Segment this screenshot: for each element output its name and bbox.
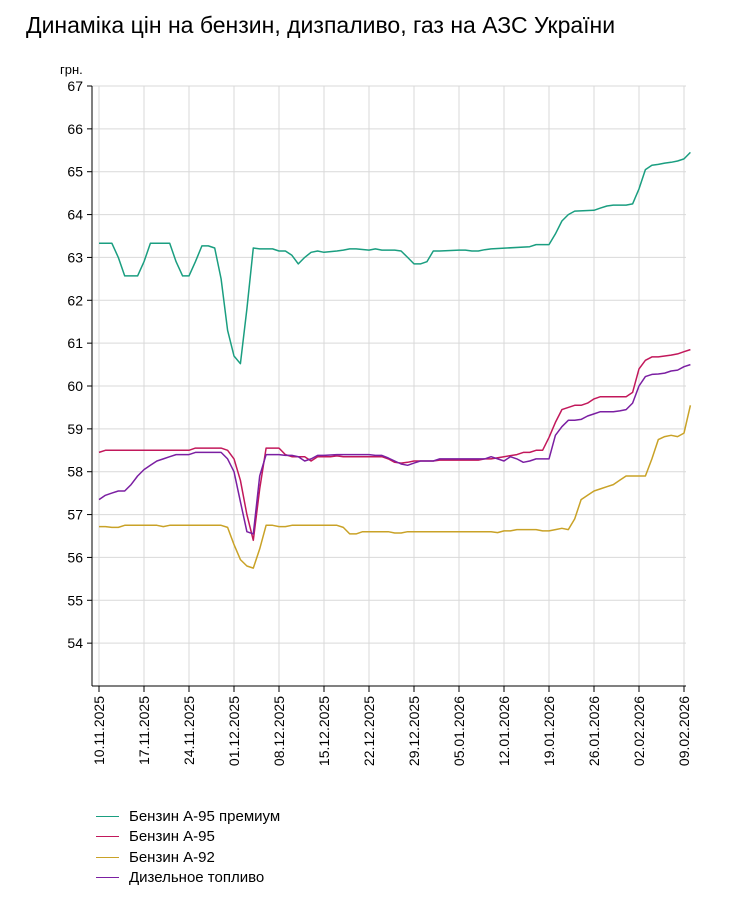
legend-swatch <box>96 856 119 858</box>
y-tick-label: 55 <box>67 592 83 608</box>
legend-label: Бензин А-95 <box>129 828 215 846</box>
legend-label: Дизельное топливо <box>129 869 265 887</box>
y-tick-label: 62 <box>67 292 83 308</box>
y-axis-label: грн. <box>60 62 83 77</box>
y-tick-label: 54 <box>67 635 83 651</box>
x-tick-label: 29.12.2025 <box>406 696 422 766</box>
y-tick-label: 57 <box>67 507 83 523</box>
series-line-2 <box>98 348 691 542</box>
axes: 54 55 56 57 58 59 60 61 62 63 64 65 66 67 10.11.2025 17… <box>67 78 692 766</box>
legend-label: Бензин А-95 премиум <box>129 807 281 825</box>
y-tick-label: 67 <box>67 78 83 94</box>
legend: Бензин А-95 премиум Бензин А-95 Бензин А-9… <box>96 806 280 888</box>
series-line-4 <box>98 363 691 535</box>
grid <box>92 85 686 686</box>
legend-swatch <box>96 815 119 817</box>
y-tick-label: 58 <box>67 464 83 480</box>
y-tick-label: 65 <box>67 164 83 180</box>
x-tick-label: 22.12.2025 <box>361 696 377 766</box>
y-tick-label: 59 <box>67 421 83 437</box>
y-tick-label: 60 <box>67 378 83 394</box>
x-tick-label: 05.01.2026 <box>451 696 467 766</box>
x-tick-label: 01.12.2025 <box>226 696 242 766</box>
y-tick-label: 64 <box>67 207 83 223</box>
legend-item: Бензин А-95 премиум <box>96 806 280 827</box>
y-tick-label: 63 <box>67 249 83 265</box>
x-tick-label: 02.02.2026 <box>631 696 647 766</box>
legend-item: Дизельное топливо <box>96 868 280 889</box>
series-line-1 <box>99 151 691 365</box>
y-tick-label: 56 <box>67 549 83 565</box>
chart-title: Динаміка цін на бензин, дизпаливо, газ н… <box>26 12 616 38</box>
x-tick-label: 10.11.2025 <box>91 696 107 765</box>
legend-item: Бензин А-92 <box>96 847 280 868</box>
x-tick-label: 26.01.2026 <box>586 696 602 766</box>
y-tick-label: 61 <box>67 335 83 351</box>
y-tick-label: 66 <box>67 121 83 137</box>
series-line-3 <box>99 405 692 569</box>
x-tick-label: 15.12.2025 <box>316 696 332 766</box>
x-tick-label: 08.12.2025 <box>271 696 287 766</box>
x-tick-label: 12.01.2026 <box>496 696 512 766</box>
legend-label: Бензин А-92 <box>129 848 215 866</box>
x-tick-label: 24.11.2025 <box>181 696 197 765</box>
x-tick-label: 19.01.2026 <box>541 696 557 766</box>
x-tick-label: 17.11.2025 <box>136 696 152 765</box>
legend-swatch <box>96 836 119 838</box>
series-lines <box>98 151 692 569</box>
legend-swatch <box>96 877 119 879</box>
legend-item: Бензин А-95 <box>96 827 280 848</box>
x-tick-label: 09.02.2026 <box>676 696 692 766</box>
